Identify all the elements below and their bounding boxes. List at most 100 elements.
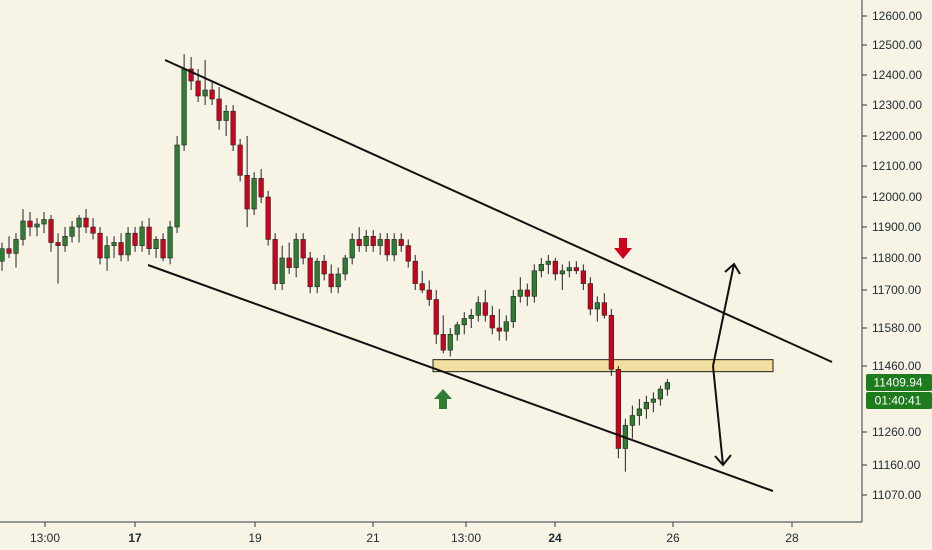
- candle: [314, 258, 320, 294]
- candle-body-down: [496, 327, 502, 332]
- projection-up-line: [712, 263, 735, 367]
- support-zone-layer: [432, 359, 774, 373]
- y-tick-label: 12600.00: [872, 9, 922, 23]
- current-price-value: 11409.94: [873, 376, 922, 390]
- y-tick-label: 11460.00: [872, 359, 921, 373]
- candle: [594, 296, 600, 322]
- countdown-value: 01:40:41: [875, 394, 922, 408]
- candle: [55, 233, 61, 284]
- candle-body-down: [90, 226, 96, 234]
- candle: [664, 379, 670, 396]
- candle: [342, 254, 348, 281]
- candle-body-up: [454, 324, 460, 335]
- candle-body-up: [545, 260, 551, 265]
- green-up-arrow-icon: [434, 389, 452, 409]
- candle: [419, 270, 425, 294]
- candle-body-down: [573, 267, 579, 272]
- y-tick-label: 12000.00: [872, 190, 922, 204]
- candle: [468, 309, 474, 328]
- y-tick-label: 12200.00: [872, 129, 922, 143]
- candle: [146, 218, 152, 255]
- candle-body-up: [475, 302, 481, 316]
- candle-body-down: [412, 260, 418, 284]
- candle: [41, 212, 47, 234]
- candle: [580, 264, 586, 290]
- candle-body-up: [181, 68, 187, 146]
- candle: [202, 60, 208, 105]
- candle-body-up: [559, 270, 565, 275]
- candle-body-up: [335, 273, 341, 288]
- x-tick-label: 24: [548, 531, 562, 545]
- candle-body-up: [34, 223, 40, 228]
- candle-body-down: [83, 217, 89, 228]
- y-tick-label: 12300.00: [872, 98, 922, 112]
- y-tick-label: 11580.00: [872, 321, 921, 335]
- candle: [335, 267, 341, 294]
- candle-body-down: [237, 144, 243, 176]
- candle-body-up: [643, 401, 649, 410]
- candle: [0, 242, 5, 271]
- candle: [90, 218, 96, 240]
- candle-body-down: [601, 302, 607, 316]
- y-tick-label: 11900.00: [872, 220, 921, 234]
- candle: [132, 227, 138, 252]
- candle-body-down: [328, 273, 334, 288]
- candle-body-down: [356, 239, 362, 246]
- channel-lower-line: [147, 264, 774, 492]
- candle-body-down: [118, 242, 124, 256]
- candle-body-up: [377, 239, 383, 246]
- candle: [286, 242, 292, 274]
- y-tick-label: 12100.00: [872, 159, 922, 173]
- candle: [377, 233, 383, 255]
- candle: [328, 264, 334, 294]
- candle: [405, 239, 411, 268]
- candle-body-up: [174, 144, 180, 228]
- candle: [83, 209, 89, 234]
- current-price-badge: [866, 374, 932, 391]
- candle-body-down: [265, 196, 271, 240]
- candle: [237, 139, 243, 182]
- candle: [398, 233, 404, 252]
- candle: [104, 236, 110, 271]
- candle: [531, 264, 537, 303]
- candle: [167, 221, 173, 265]
- candle-body-up: [111, 242, 117, 246]
- candle: [496, 309, 502, 341]
- candle: [118, 233, 124, 262]
- candle-body-up: [510, 296, 516, 322]
- candle-body-down: [405, 245, 411, 262]
- candle-body-down: [307, 257, 313, 288]
- candle: [258, 169, 264, 203]
- candle: [426, 280, 432, 306]
- candle: [524, 283, 530, 306]
- candle-body-down: [230, 110, 236, 146]
- candle: [300, 233, 306, 265]
- candle-body-up: [363, 236, 369, 246]
- candle-body-up: [223, 110, 229, 121]
- candle: [321, 254, 327, 281]
- candle-body-down: [216, 98, 222, 121]
- projection-down-arrowhead: [714, 454, 732, 467]
- candle-body-up: [391, 239, 397, 256]
- candle-body-down: [258, 178, 264, 198]
- x-tick-label: 13:00: [451, 531, 481, 545]
- x-tick-label: 17: [128, 531, 142, 545]
- candle-body-down: [132, 232, 138, 246]
- markers-layer: [434, 238, 632, 409]
- candle-body-down: [440, 334, 446, 351]
- candle: [545, 254, 551, 274]
- candle: [20, 209, 26, 246]
- candle-body-down: [524, 289, 530, 297]
- candle: [566, 261, 572, 278]
- candle: [503, 315, 509, 341]
- candle: [62, 227, 68, 252]
- candle: [209, 81, 215, 105]
- candle-body-up: [279, 257, 285, 284]
- candle: [279, 245, 285, 290]
- candle-body-down: [321, 260, 327, 275]
- candle: [636, 399, 642, 426]
- candle-body-down: [608, 315, 614, 370]
